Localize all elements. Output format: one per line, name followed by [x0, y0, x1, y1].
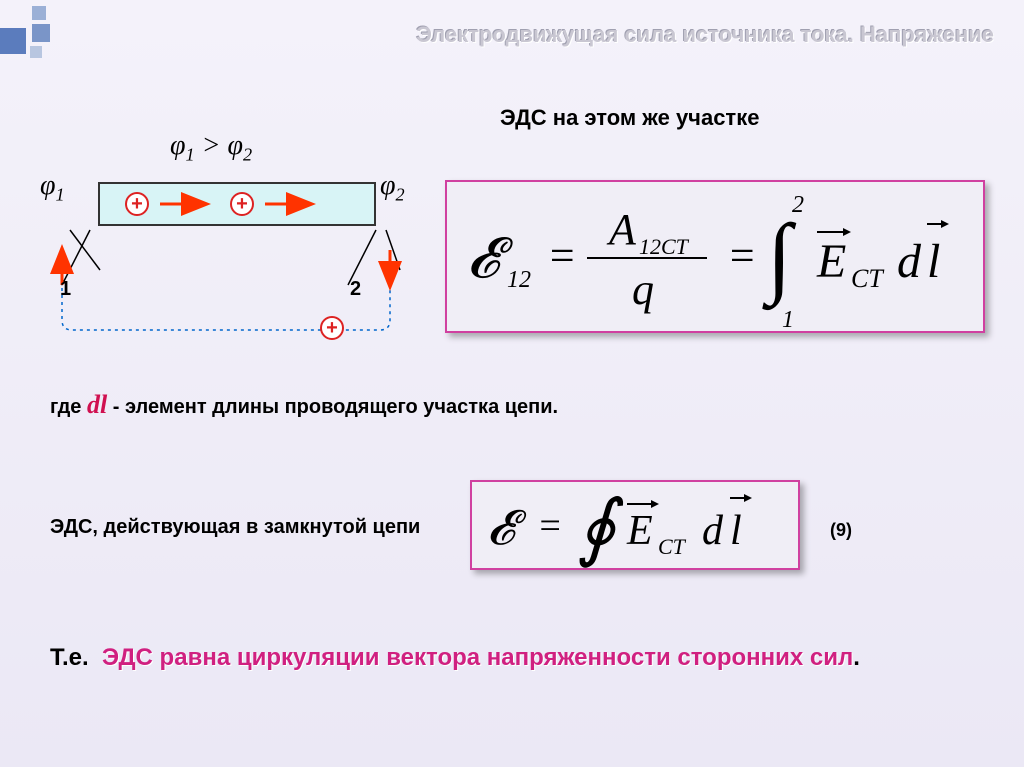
svg-text:12: 12 — [507, 267, 531, 293]
svg-text:=: = — [727, 231, 757, 280]
plus-charge-icon: + — [125, 192, 149, 216]
conclusion-text: Т.е. ЭДС равна циркуляции вектора напряж… — [50, 640, 974, 676]
circuit-diagram: φ1 > φ2 φ1 φ2 + + + 1 2 — [40, 130, 410, 330]
svg-text:E: E — [626, 508, 653, 554]
svg-text:1: 1 — [782, 307, 794, 331]
svg-text:d: d — [702, 508, 724, 554]
svg-text:𝓔: 𝓔 — [487, 502, 527, 555]
equation-emf-section: 𝓔 12 = A 12 CT q = ∫ 2 1 E CT d l — [445, 180, 985, 333]
plus-charge-icon: + — [230, 192, 254, 216]
diagram-svg — [40, 130, 410, 340]
equation-number: (9) — [830, 520, 852, 541]
svg-text:CT: CT — [661, 234, 690, 259]
page-title: Электродвижущая сила источника тока. Нап… — [0, 22, 1024, 48]
svg-text:CT: CT — [851, 264, 884, 293]
svg-text:E: E — [816, 235, 846, 288]
terminal-1-label: 1 — [60, 278, 71, 301]
svg-text:2: 2 — [792, 192, 804, 218]
svg-text:CT: CT — [658, 534, 687, 559]
svg-text:12: 12 — [639, 234, 661, 259]
svg-text:∫: ∫ — [762, 207, 797, 311]
dl-explanation: где dl - элемент длины проводящего участ… — [50, 390, 558, 420]
emf-closed-text: ЭДС, действующая в замкнутой цепи — [50, 516, 420, 539]
svg-text:l: l — [927, 235, 940, 288]
svg-text:=: = — [537, 505, 563, 547]
svg-text:∮: ∮ — [577, 487, 624, 568]
terminal-2-label: 2 — [350, 278, 361, 301]
svg-text:q: q — [632, 265, 654, 314]
svg-text:l: l — [730, 508, 742, 554]
svg-text:d: d — [897, 235, 922, 288]
svg-text:=: = — [547, 231, 577, 280]
equation-emf-closed: 𝓔 = ∮ E CT d l — [470, 480, 800, 570]
plus-charge-icon: + — [320, 316, 344, 340]
svg-text:A: A — [606, 205, 637, 254]
subtitle: ЭДС на этом же участке — [500, 105, 759, 131]
